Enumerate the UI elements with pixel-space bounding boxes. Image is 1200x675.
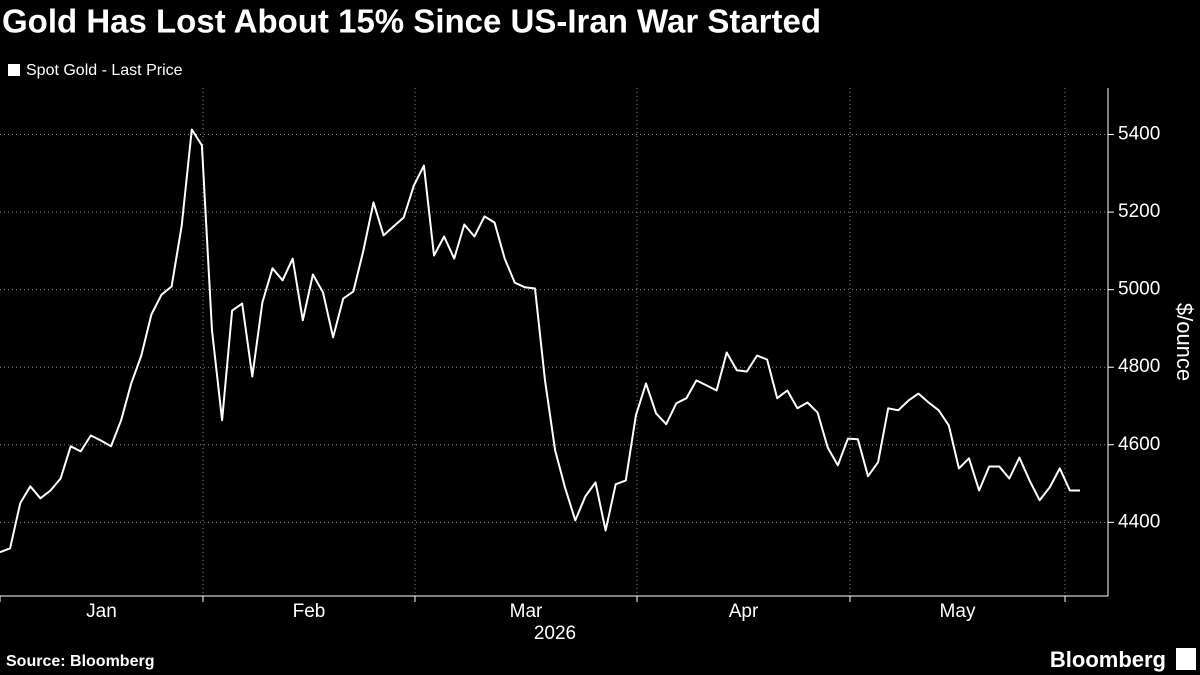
legend-label: Spot Gold - Last Price — [26, 62, 183, 79]
brand-icon — [1176, 648, 1196, 670]
line-series — [0, 128, 1080, 554]
legend-swatch — [8, 64, 20, 76]
source: Source: Bloomberg — [6, 653, 154, 670]
x-tick-label: Apr — [729, 601, 759, 622]
y-tick-label: 4600 — [1118, 434, 1160, 455]
x-axis-label: 2026 — [534, 623, 576, 644]
y-axis-label: $/ounce — [1172, 303, 1197, 381]
x-tick-label: May — [940, 601, 976, 622]
y-tick-label: 5000 — [1118, 279, 1160, 300]
y-tick-label: 5400 — [1118, 124, 1160, 145]
x-tick-label: Jan — [86, 601, 117, 622]
brand: Bloomberg — [1050, 647, 1166, 672]
x-tick-label: Feb — [293, 601, 326, 622]
y-tick-label: 4800 — [1118, 356, 1160, 377]
y-tick-label: 4400 — [1118, 511, 1160, 532]
chart-title: Gold Has Lost About 15% Since US-Iran Wa… — [2, 3, 821, 40]
y-tick-label: 5200 — [1118, 201, 1160, 222]
x-tick-label: Mar — [510, 601, 543, 622]
